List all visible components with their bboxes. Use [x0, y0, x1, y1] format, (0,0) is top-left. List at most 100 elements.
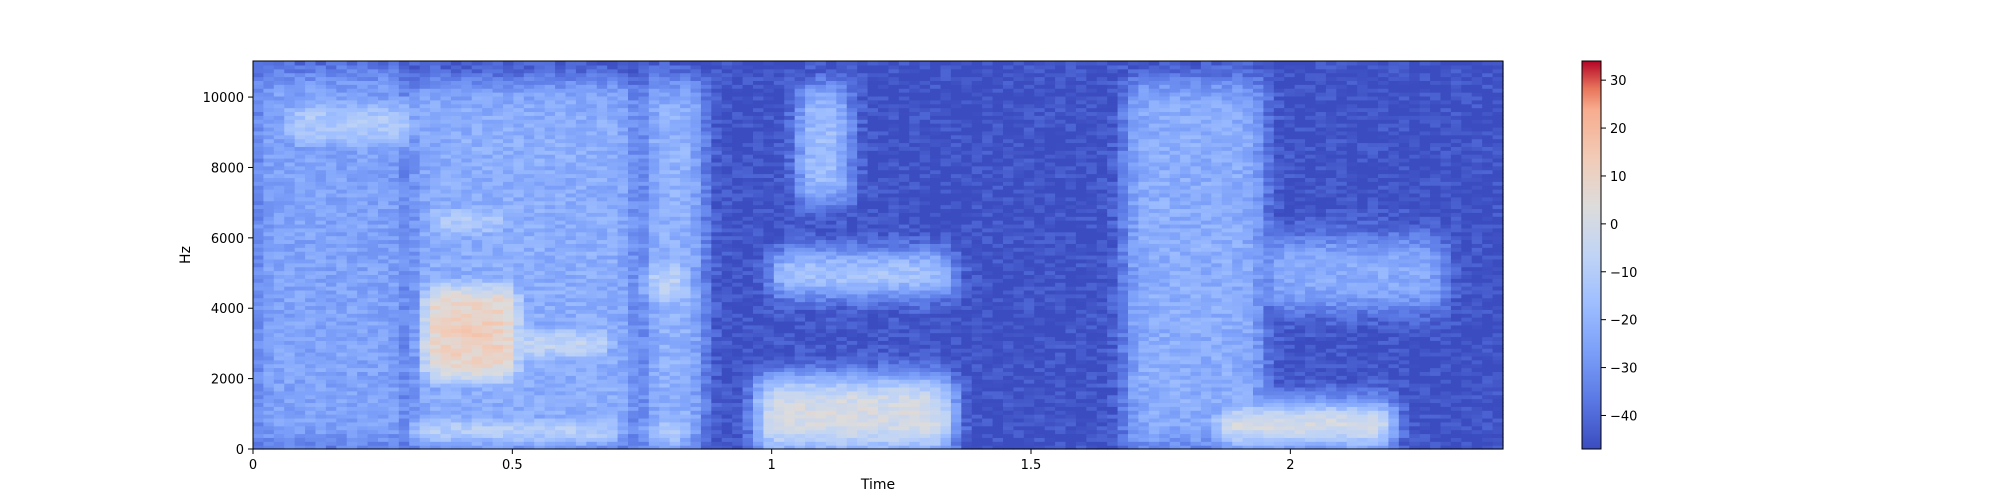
heatmap-cell	[471, 64, 483, 70]
heatmap-cell	[398, 433, 410, 438]
heatmap-cell	[565, 192, 577, 198]
heatmap-cell	[742, 72, 754, 78]
heatmap-cell	[315, 103, 327, 109]
heatmap-cell	[753, 68, 765, 74]
heatmap-cell	[513, 130, 525, 136]
heatmap-cell	[450, 414, 462, 419]
heatmap-cell	[648, 433, 660, 438]
heatmap-cell	[680, 305, 692, 310]
heatmap-cell	[513, 320, 525, 326]
heatmap-cell	[763, 344, 775, 349]
heatmap-cell	[763, 375, 775, 380]
heatmap-cell	[388, 76, 400, 81]
heatmap-cell	[763, 119, 775, 124]
heatmap-cell	[263, 417, 275, 423]
heatmap-cell	[336, 410, 348, 415]
heatmap-cell	[648, 297, 660, 303]
heatmap-cell	[388, 146, 400, 151]
heatmap-cell	[513, 204, 525, 210]
heatmap-cell	[659, 317, 671, 322]
heatmap-cell	[482, 231, 494, 237]
heatmap-cell	[659, 192, 671, 198]
heatmap-cell	[284, 169, 296, 175]
heatmap-cell	[346, 181, 358, 186]
heatmap-cell	[575, 150, 587, 155]
heatmap-cell	[336, 99, 348, 105]
heatmap-cell	[471, 115, 483, 120]
heatmap-cell	[388, 134, 400, 140]
heatmap-cell	[503, 103, 515, 109]
heatmap-cell	[367, 344, 379, 349]
heatmap-cell	[409, 371, 421, 376]
heatmap-cell	[617, 126, 629, 132]
heatmap-cell	[346, 332, 358, 338]
heatmap-cell	[628, 247, 640, 252]
heatmap-cell	[482, 158, 494, 163]
heatmap-cell	[409, 76, 421, 81]
heatmap-cell	[700, 274, 712, 279]
heatmap-cell	[669, 344, 681, 349]
heatmap-cell	[648, 363, 660, 369]
heatmap-cell	[409, 425, 421, 431]
heatmap-cell	[440, 433, 452, 438]
heatmap-cell	[680, 154, 692, 159]
heatmap-cell	[732, 371, 744, 376]
heatmap-cell	[596, 84, 608, 89]
heatmap-cell	[638, 421, 650, 427]
heatmap-cell	[305, 208, 317, 213]
heatmap-cell	[659, 126, 671, 132]
heatmap-cell	[534, 313, 546, 318]
heatmap-cell	[659, 235, 671, 241]
heatmap-cell	[492, 84, 504, 89]
heatmap-cell	[273, 274, 285, 279]
heatmap-cell	[398, 223, 410, 229]
heatmap-cell	[378, 255, 390, 260]
heatmap-cell	[565, 258, 577, 264]
heatmap-cell	[763, 379, 775, 384]
heatmap-cell	[742, 126, 754, 132]
heatmap-cell	[648, 390, 660, 396]
heatmap-cell	[461, 363, 473, 369]
heatmap-cell	[680, 367, 692, 372]
heatmap-cell	[409, 111, 421, 116]
heatmap-cell	[607, 383, 619, 388]
heatmap-cell	[628, 119, 640, 124]
heatmap-cell	[763, 80, 775, 85]
heatmap-cell	[253, 200, 265, 206]
heatmap-cell	[315, 154, 327, 159]
heatmap-cell	[461, 150, 473, 155]
heatmap-cell	[700, 383, 712, 388]
heatmap-cell	[534, 200, 546, 206]
heatmap-cell	[503, 64, 515, 70]
heatmap-cell	[628, 150, 640, 155]
heatmap-cell	[596, 255, 608, 260]
heatmap-cell	[565, 289, 577, 295]
heatmap-cell	[398, 258, 410, 264]
heatmap-cell	[357, 123, 369, 128]
heatmap-cell	[575, 266, 587, 272]
heatmap-cell	[346, 161, 358, 167]
heatmap-cell	[461, 332, 473, 338]
heatmap-cell	[346, 200, 358, 206]
heatmap-cell	[378, 235, 390, 241]
heatmap-cell	[711, 324, 723, 330]
heatmap-cell	[534, 177, 546, 182]
heatmap-cell	[732, 115, 744, 120]
heatmap-cell	[555, 196, 567, 202]
heatmap-cell	[430, 441, 442, 446]
heatmap-cell	[648, 320, 660, 326]
heatmap-cell	[419, 336, 431, 341]
heatmap-cell	[305, 375, 317, 380]
heatmap-cell	[325, 119, 337, 124]
heatmap-cell	[753, 196, 765, 202]
heatmap-cell	[325, 344, 337, 349]
heatmap-cell	[336, 72, 348, 78]
heatmap-cell	[742, 301, 754, 307]
heatmap-cell	[628, 84, 640, 89]
heatmap-cell	[711, 398, 723, 404]
heatmap-cell	[253, 255, 265, 260]
heatmap-cell	[471, 212, 483, 217]
heatmap-cell	[586, 441, 598, 446]
heatmap-cell	[263, 177, 275, 182]
heatmap-cell	[461, 61, 473, 66]
